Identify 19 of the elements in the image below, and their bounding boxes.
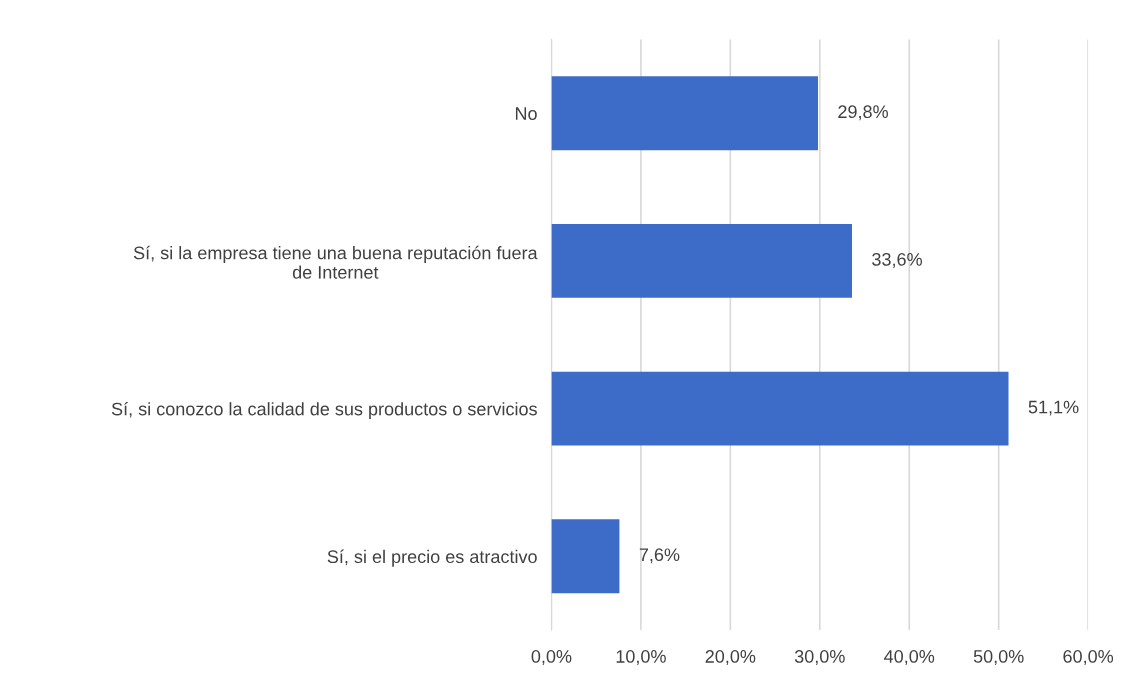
x-tick-label: 10,0% <box>616 650 666 665</box>
y-tick-label: Sí, si conozco la calidad de sus productos o servicios <box>111 401 537 419</box>
x-tick-label: 30,0% <box>794 650 845 665</box>
data-label: 51,1% <box>1028 400 1079 416</box>
y-tick-label: Sí, si la empresa tiene una buena reputación fuera de Internet <box>133 245 538 279</box>
x-tick-label: 60,0% <box>1063 650 1114 665</box>
data-label: 33,6% <box>872 252 922 268</box>
x-tick-label: 20,0% <box>705 650 756 665</box>
y-tick-label: Sí, si el precio es atractivo <box>327 549 537 567</box>
x-tick-label: 40,0% <box>884 650 935 665</box>
bar <box>551 223 852 298</box>
x-tick-label: 50,0% <box>973 650 1024 665</box>
bar <box>551 371 1009 446</box>
y-tick-label: No <box>515 107 537 120</box>
bar <box>551 76 818 151</box>
data-label: 29,8% <box>838 105 888 121</box>
x-tick-label: 0,0% <box>531 650 572 665</box>
bar <box>551 519 620 594</box>
data-label: 7,6% <box>639 548 680 564</box>
